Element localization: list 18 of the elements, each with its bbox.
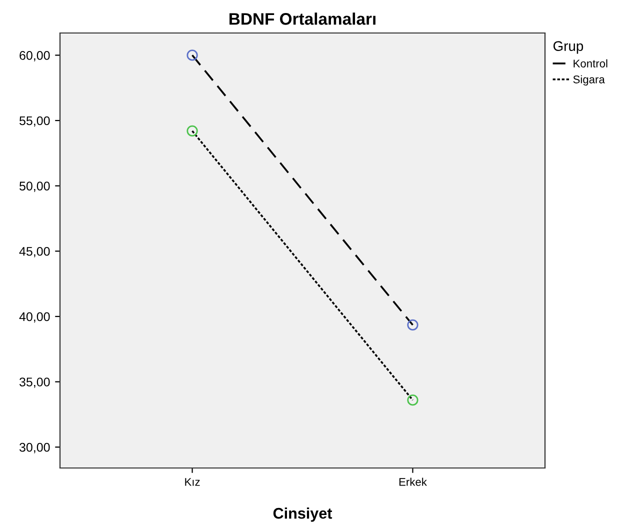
legend-title: Grup: [553, 41, 584, 54]
y-tick-label: 40,00: [19, 312, 50, 323]
legend-label: Sigara: [573, 75, 605, 86]
x-tick-label: Kız: [185, 478, 200, 486]
y-tick-label: 50,00: [20, 182, 50, 192]
legend-label: Kontrol: [574, 59, 608, 68]
y-tick-label: 45,00: [19, 246, 50, 258]
point: [186, 50, 198, 61]
y-tick-label: 55,00: [20, 116, 50, 127]
chart-title: BDNF Ortalamaları: [230, 12, 376, 25]
point: [407, 394, 418, 406]
y-tick-label: 30,00: [19, 442, 50, 454]
point: [186, 125, 198, 137]
y-tick-label: 35,00: [19, 378, 50, 388]
x-axis-title: Cinsiyet: [273, 508, 332, 522]
point: [407, 319, 418, 331]
x-tick-label: Erkek: [399, 478, 427, 486]
y-tick-label: 60,00: [20, 51, 50, 62]
